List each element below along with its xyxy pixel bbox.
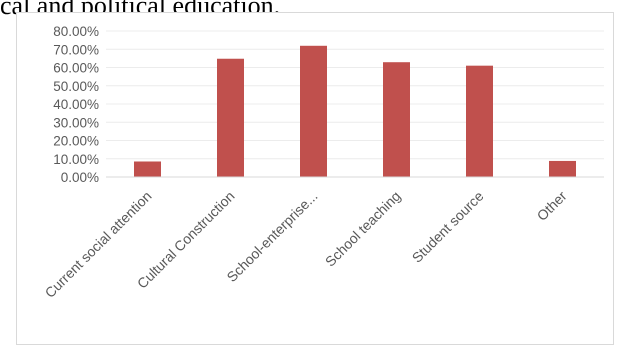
bar (549, 160, 576, 177)
bar (134, 161, 161, 177)
x-category-label: School-enterprise... (223, 188, 320, 285)
bars (134, 45, 576, 177)
y-tick-label: 0.00% (61, 170, 99, 185)
y-tick-label: 60.00% (53, 61, 99, 76)
x-category-label: Student source (409, 188, 487, 266)
y-tick-label: 10.00% (53, 152, 99, 167)
y-tick-label: 20.00% (53, 134, 99, 149)
bar (466, 65, 493, 177)
y-tick-label: 30.00% (53, 115, 99, 130)
bar (217, 58, 244, 177)
gridlines (106, 30, 604, 160)
y-tick-label: 40.00% (53, 97, 99, 112)
bar (300, 45, 327, 177)
y-tick-label: 70.00% (53, 42, 99, 57)
x-category-label: School teaching (322, 188, 404, 270)
x-category-label: Other (534, 188, 570, 224)
y-tick-label: 50.00% (53, 79, 99, 94)
y-tick-label: 80.00% (53, 24, 99, 39)
bar (383, 62, 410, 177)
y-axis-tick-labels: 0.00% 10.00% 20.00% 30.00% 40.00% 50.00% 60.00… (53, 24, 99, 185)
